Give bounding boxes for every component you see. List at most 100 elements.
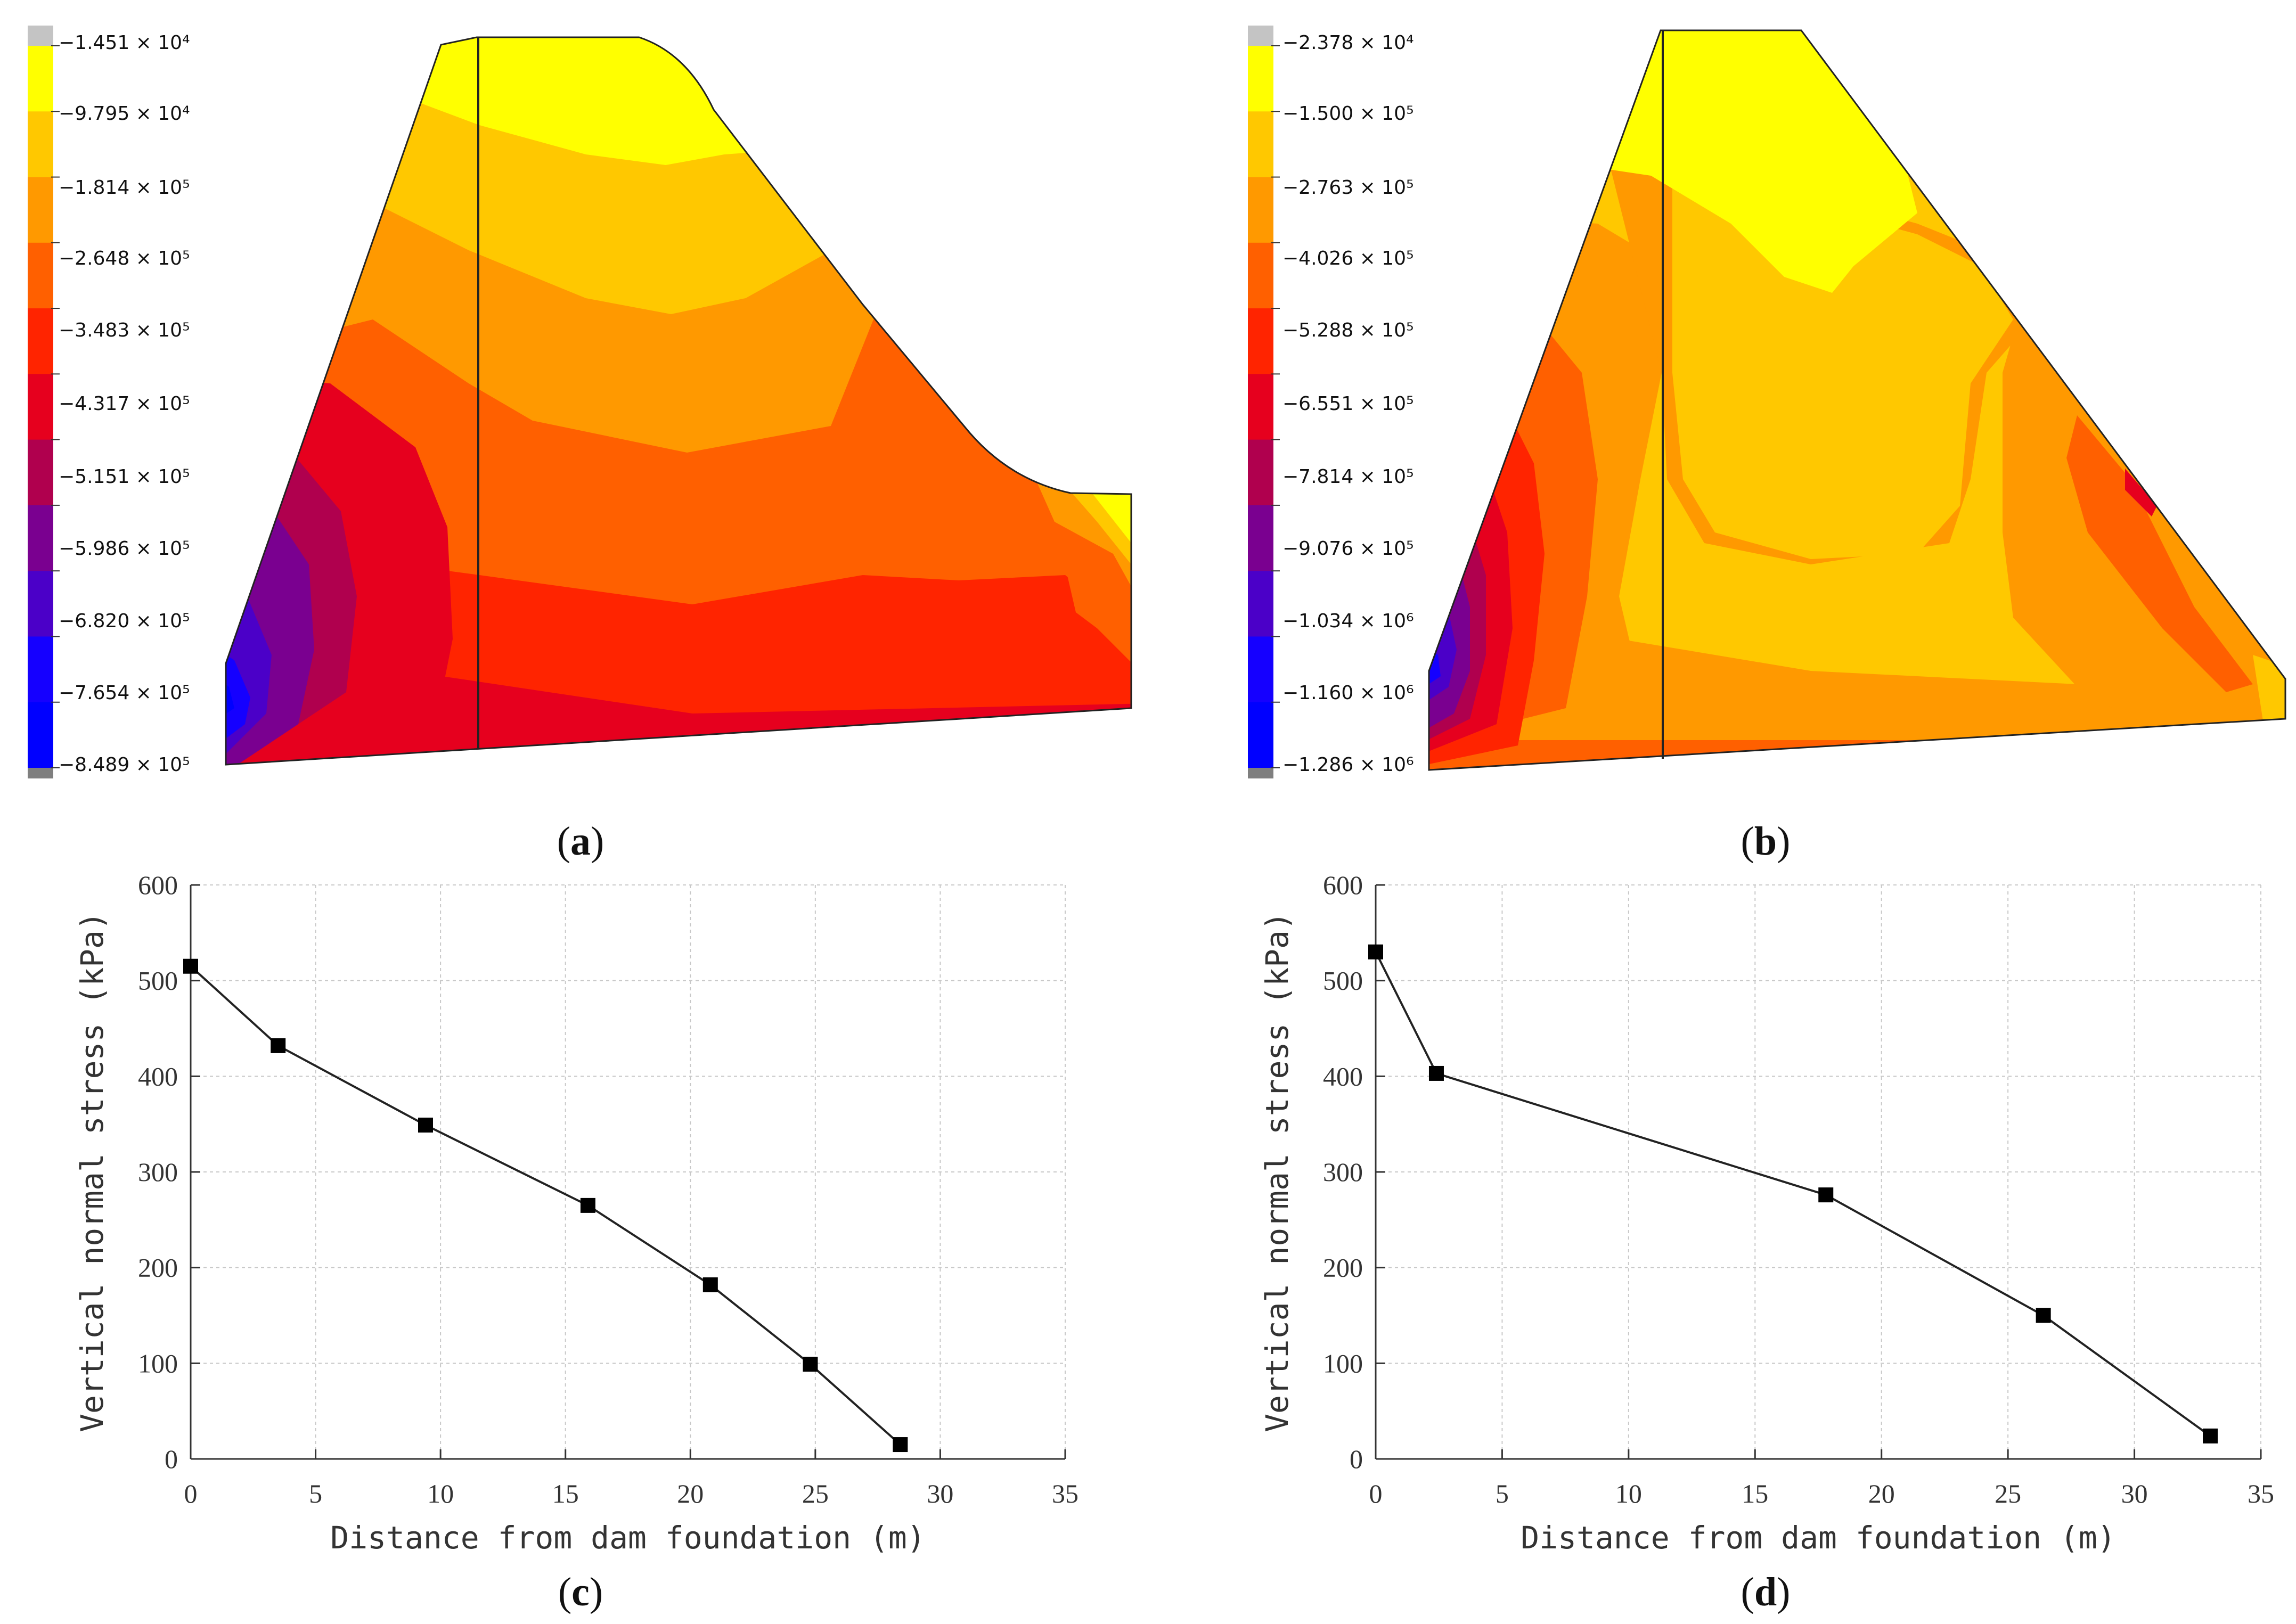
legend-a-swatches xyxy=(28,26,60,778)
legend-a-label-4: −3.483 × 10⁵ xyxy=(59,319,190,341)
chart-d-xtick-label-0: 0 xyxy=(1369,1479,1383,1508)
chart-c-series-line xyxy=(190,965,901,1446)
chart-c-xlabel: Distance from dam foundation (m) xyxy=(330,1520,925,1556)
chart-c-point-6 xyxy=(893,1437,908,1453)
chart-d-point-3 xyxy=(2036,1308,2051,1323)
chart-d-point-0 xyxy=(1368,944,1383,959)
legend-a-swatch-2 xyxy=(28,177,53,243)
legend-a-swatch-10 xyxy=(28,702,53,768)
contour-b-band-light-orange-core xyxy=(1672,176,2013,559)
caption-a: (a) xyxy=(557,819,604,864)
chart-c-ytick-label-1: 100 xyxy=(138,1348,178,1378)
chart-c-ytick-label-0: 0 xyxy=(165,1444,178,1474)
legend-b-swatch-1 xyxy=(1248,111,1273,178)
legend-a: −1.451 × 10⁴ −9.795 × 10⁴ −1.814 × 10⁵ −… xyxy=(28,26,190,778)
legend-b-swatch-8 xyxy=(1248,571,1273,637)
caption-b-letter: b xyxy=(1754,819,1777,864)
caption-d: (d) xyxy=(1741,1570,1791,1614)
caption-d-letter: d xyxy=(1754,1570,1777,1614)
contour-b-ring-indigo xyxy=(1429,596,1457,708)
chart-d-xlabel: Distance from dam foundation (m) xyxy=(1521,1520,2115,1556)
chart-c-point-0 xyxy=(183,958,198,974)
chart-c-markers xyxy=(183,958,908,1453)
chart-d-point-1 xyxy=(1428,1065,1444,1081)
legend-b-swatch-3 xyxy=(1248,242,1273,309)
chart-d-xtick-label-6: 30 xyxy=(2121,1479,2148,1508)
legend-a-label-0: −1.451 × 10⁴ xyxy=(59,32,190,54)
caption-c: (c) xyxy=(558,1570,603,1614)
legend-a-swatch-6 xyxy=(28,439,53,506)
legend-b-swatch-6 xyxy=(1248,439,1273,506)
legend-a-label-5: −4.317 × 10⁵ xyxy=(59,393,190,415)
legend-b-swatch-5 xyxy=(1248,374,1273,440)
panel-a: −1.451 × 10⁴ −9.795 × 10⁴ −1.814 × 10⁵ −… xyxy=(28,26,1132,864)
panel-b: −2.378 × 10⁴ −1.500 × 10⁵ −2.763 × 10⁵ −… xyxy=(1248,26,2286,864)
chart-c-ytick-label-2: 200 xyxy=(138,1253,178,1283)
contour-b-ring-blue xyxy=(1429,639,1441,692)
contour-a-toe-upper-red xyxy=(996,458,1131,671)
chart-d-ytick-label-4: 400 xyxy=(1323,1061,1363,1091)
contour-b-band-upper-red-right xyxy=(2066,415,2253,692)
legend-a-label-1: −9.795 × 10⁴ xyxy=(59,103,190,125)
chart-c-tick-labels: 0 5 10 15 20 25 30 35 0 100 200 300 400 … xyxy=(138,870,1078,1508)
chart-d-xtick-label-2: 10 xyxy=(1615,1479,1642,1508)
legend-b-label-2: −2.763 × 10⁵ xyxy=(1282,177,1414,199)
chart-d-ytick-label-3: 300 xyxy=(1323,1157,1363,1187)
chart-c-point-3 xyxy=(580,1198,595,1213)
chart-c-xtick-label-4: 20 xyxy=(677,1479,704,1508)
chart-d-ytick-label-2: 200 xyxy=(1323,1253,1363,1283)
chart-c-xtick-label-3: 15 xyxy=(552,1479,579,1508)
chart-d-markers xyxy=(1368,944,2218,1443)
contour-a-toe-yellow xyxy=(1081,479,1131,554)
chart-d-xtick-label-3: 15 xyxy=(1742,1479,1768,1508)
chart-d-xtick-label-5: 25 xyxy=(1995,1479,2021,1508)
legend-b-label-10: −1.286 × 10⁶ xyxy=(1282,754,1414,776)
chart-c-ytick-label-5: 500 xyxy=(138,966,178,996)
chart-d-ytick-label-1: 100 xyxy=(1323,1348,1363,1378)
legend-a-swatch-0 xyxy=(28,46,53,112)
legend-b-label-8: −1.034 × 10⁶ xyxy=(1282,610,1414,632)
legend-b-swatch-9 xyxy=(1248,636,1273,703)
chart-d-point-4 xyxy=(2203,1428,2218,1443)
legend-a-swatch-top-end xyxy=(28,26,53,46)
chart-c-point-2 xyxy=(418,1117,433,1133)
chart-c-ytick-label-6: 600 xyxy=(138,870,178,900)
legend-a-labels: −1.451 × 10⁴ −9.795 × 10⁴ −1.814 × 10⁵ −… xyxy=(59,32,190,776)
legend-a-swatch-5 xyxy=(28,374,53,440)
chart-c-grid xyxy=(191,884,1066,1459)
legend-a-label-10: −8.489 × 10⁵ xyxy=(59,754,190,776)
chart-d: 0 5 10 15 20 25 30 35 0 100 200 300 400 … xyxy=(1259,870,2274,1614)
caption-c-letter: c xyxy=(571,1570,590,1614)
legend-b-label-5: −6.551 × 10⁵ xyxy=(1282,393,1414,415)
chart-c-point-1 xyxy=(271,1038,286,1053)
legend-a-swatch-1 xyxy=(28,111,53,178)
legend-a-swatch-8 xyxy=(28,571,53,637)
legend-a-swatch-3 xyxy=(28,242,53,309)
contour-a-outline xyxy=(225,36,1132,766)
chart-d-ticks xyxy=(1375,884,2262,1460)
chart-c-point-4 xyxy=(702,1277,718,1293)
legend-b-label-1: −1.500 × 10⁵ xyxy=(1282,103,1414,125)
legend-b-label-4: −5.288 × 10⁵ xyxy=(1282,319,1414,341)
contour-b xyxy=(1429,30,2285,770)
legend-b-swatch-7 xyxy=(1248,505,1273,571)
chart-d-point-2 xyxy=(1818,1187,1834,1203)
chart-c-ticks xyxy=(190,884,1066,1460)
legend-a-swatch-9 xyxy=(28,636,53,703)
legend-b-swatch-top-end xyxy=(1248,26,1273,46)
chart-d-ytick-label-6: 600 xyxy=(1323,870,1363,900)
contour-b-band-orange-bottom xyxy=(1429,628,2285,740)
caption-a-letter: a xyxy=(570,819,591,864)
legend-b-label-3: −4.026 × 10⁵ xyxy=(1282,248,1414,269)
legend-a-label-6: −5.151 × 10⁵ xyxy=(59,466,190,488)
chart-c-ytick-label-4: 400 xyxy=(138,1061,178,1091)
chart-c-xtick-label-2: 10 xyxy=(427,1479,454,1508)
chart-c: 0 5 10 15 20 25 30 35 0 100 200 300 400 … xyxy=(74,870,1078,1614)
chart-c-xtick-label-0: 0 xyxy=(184,1479,198,1508)
legend-b-swatches xyxy=(1248,26,1280,778)
contour-b-outline xyxy=(1428,29,2286,771)
chart-d-xtick-label-1: 5 xyxy=(1496,1479,1509,1508)
legend-a-swatch-bottom-end xyxy=(28,768,53,778)
chart-c-xtick-label-5: 25 xyxy=(802,1479,829,1508)
